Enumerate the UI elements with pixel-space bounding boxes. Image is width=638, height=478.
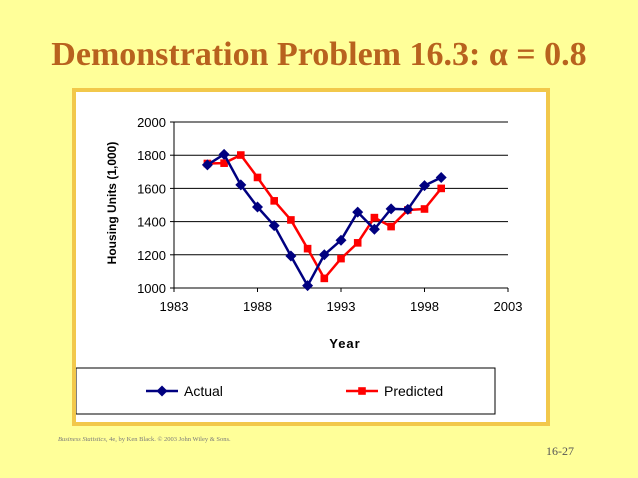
footer-book-title: Business Statistics	[58, 436, 106, 443]
actual-point	[352, 206, 364, 218]
footer-credit: , 4e, by Ken Black. © 2003 John Wiley & …	[105, 436, 231, 443]
legend-actual-marker	[156, 385, 168, 397]
y-tick-label: 1400	[137, 215, 166, 230]
chart-frame: 1000 1200 1400 1600 1800 2000 1983 1988 1993 1998…	[72, 88, 550, 426]
predicted-point	[287, 216, 295, 224]
x-tick-label: 1988	[243, 299, 272, 314]
actual-point	[268, 220, 280, 232]
y-tick-label: 2000	[137, 115, 166, 130]
y-tick-label: 1600	[137, 181, 166, 196]
predicted-point	[253, 173, 262, 182]
legend-predicted-marker	[358, 387, 366, 395]
x-tick-label: 1993	[327, 299, 356, 314]
axes: 1000 1200 1400 1600 1800 2000 1983 1988 1993 1998…	[137, 115, 522, 314]
predicted-point	[387, 222, 395, 231]
y-tick-label: 1800	[137, 148, 166, 163]
legend-box	[76, 367, 496, 415]
actual-point	[335, 234, 347, 246]
actual-series-line	[206, 153, 442, 287]
actual-point	[385, 203, 397, 215]
predicted-point	[220, 159, 228, 167]
actual-point	[368, 223, 380, 235]
actual-point	[201, 159, 213, 171]
predicted-point	[353, 239, 362, 247]
x-tick-label: 1983	[160, 299, 189, 314]
predicted-point	[237, 151, 245, 159]
predicted-point	[270, 197, 278, 205]
y-tick-label: 1000	[137, 281, 166, 296]
predicted-point	[437, 184, 445, 193]
legend-actual-label: Actual	[184, 383, 223, 399]
x-tick-label: 1998	[410, 299, 439, 314]
actual-point	[252, 201, 263, 213]
y-tick-label: 1200	[137, 248, 166, 263]
predicted-point	[337, 254, 345, 263]
actual-point	[218, 148, 230, 160]
slide-number: 16-27	[546, 444, 574, 458]
legend: Actual Predicted	[76, 367, 496, 415]
legend-predicted-label: Predicted	[384, 383, 443, 399]
slide-title: Demonstration Problem 16.3: α = 0.8	[51, 36, 587, 73]
actual-point	[302, 280, 314, 292]
x-tick-label: 2003	[494, 299, 523, 314]
actual-point	[285, 250, 297, 262]
predicted-point	[320, 274, 329, 283]
predicted-point	[370, 213, 379, 222]
predicted-point	[303, 244, 312, 253]
actual-point	[419, 180, 430, 192]
actual-point	[402, 203, 414, 215]
actual-point	[435, 171, 447, 183]
footer-copyright: Business Statistics, 4e, by Ken Black. ©…	[58, 436, 231, 443]
actual-point	[318, 249, 330, 261]
grid-lines	[174, 121, 508, 289]
x-axis-title: Year	[329, 336, 360, 351]
predicted-point	[420, 205, 429, 213]
line-chart: 1000 1200 1400 1600 1800 2000 1983 1988 1993 1998…	[76, 115, 522, 415]
y-axis-title: Housing Units (1,000)	[105, 142, 119, 265]
series	[201, 148, 447, 292]
actual-point	[235, 179, 247, 191]
